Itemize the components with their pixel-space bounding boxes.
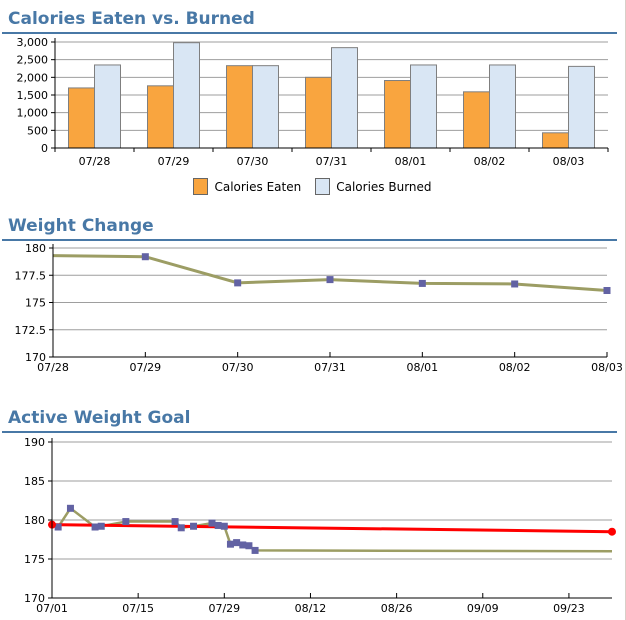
chart-title-weight-change: Weight Change: [8, 216, 154, 236]
svg-text:07/01: 07/01: [36, 602, 68, 615]
svg-text:08/01: 08/01: [395, 155, 427, 168]
svg-text:175: 175: [25, 297, 46, 310]
svg-text:08/01: 08/01: [406, 361, 438, 374]
svg-text:07/29: 07/29: [158, 155, 190, 168]
svg-text:1,500: 1,500: [17, 89, 49, 102]
legend-label-calories-burned: Calories Burned: [336, 179, 432, 194]
svg-text:07/28: 07/28: [37, 361, 69, 374]
legend-item-calories-burned: Calories Burned: [315, 178, 432, 195]
chart-title-calories: Calories Eaten vs. Burned: [8, 9, 255, 29]
svg-text:177.5: 177.5: [15, 269, 47, 282]
calories-chart: 0 500 1,000 1,500 2,000 2,500 3,000 07/28 07/29 0…: [0, 34, 625, 175]
svg-text:3,000: 3,000: [17, 36, 49, 49]
svg-text:09/23: 09/23: [553, 602, 585, 615]
weight-goal-section: Active Weight Goal 170 175 180 185 190 07/01 0…: [0, 399, 625, 617]
svg-text:07/29: 07/29: [208, 602, 240, 615]
calories-burned-swatch-icon: [315, 178, 331, 195]
svg-text:500: 500: [27, 124, 48, 137]
svg-text:172.5: 172.5: [15, 324, 47, 337]
svg-text:08/26: 08/26: [381, 602, 413, 615]
svg-text:0: 0: [41, 142, 48, 155]
legend-label-calories-eaten: Calories Eaten: [214, 179, 302, 194]
svg-text:07/31: 07/31: [316, 155, 348, 168]
svg-text:07/30: 07/30: [237, 155, 269, 168]
svg-text:2,000: 2,000: [17, 71, 49, 84]
weight-change-section: Weight Change 170 172.5 175 177.5 180 07/28 07…: [0, 207, 625, 375]
svg-text:08/03: 08/03: [591, 361, 623, 374]
title-rule: [2, 32, 617, 34]
svg-text:07/31: 07/31: [314, 361, 346, 374]
svg-text:08/02: 08/02: [499, 361, 531, 374]
svg-text:180: 180: [24, 514, 45, 527]
legend-item-calories-eaten: Calories Eaten: [193, 178, 301, 195]
svg-text:180: 180: [25, 242, 46, 255]
svg-text:07/15: 07/15: [122, 602, 154, 615]
calories-eaten-swatch-icon: [193, 178, 209, 195]
svg-text:190: 190: [24, 436, 45, 449]
calories-chart-section: Calories Eaten vs. Burned 0 500 1,000 1,500…: [0, 0, 625, 195]
weight-goal-chart: 170 175 180 185 190 07/01 07/15 07/29 08/12 08/26…: [0, 433, 625, 617]
chart-legend: Calories Eaten Calories Burned: [0, 178, 625, 195]
svg-text:09/09: 09/09: [467, 602, 499, 615]
svg-text:170: 170: [24, 592, 45, 605]
svg-text:1,000: 1,000: [17, 107, 49, 120]
title-rule: [2, 431, 617, 433]
svg-text:07/28: 07/28: [79, 155, 111, 168]
svg-text:07/29: 07/29: [129, 361, 161, 374]
chart-title-weight-goal: Active Weight Goal: [8, 408, 191, 428]
svg-text:2,500: 2,500: [17, 54, 49, 67]
svg-text:08/02: 08/02: [474, 155, 506, 168]
svg-text:08/03: 08/03: [553, 155, 585, 168]
weight-change-chart: 170 172.5 175 177.5 180 07/28 07/29 07/30 07/31 0…: [0, 241, 625, 375]
svg-text:170: 170: [25, 351, 46, 364]
svg-text:175: 175: [24, 553, 45, 566]
svg-text:185: 185: [24, 475, 45, 488]
title-rule: [2, 239, 617, 241]
svg-text:08/12: 08/12: [295, 602, 327, 615]
svg-text:07/30: 07/30: [222, 361, 254, 374]
